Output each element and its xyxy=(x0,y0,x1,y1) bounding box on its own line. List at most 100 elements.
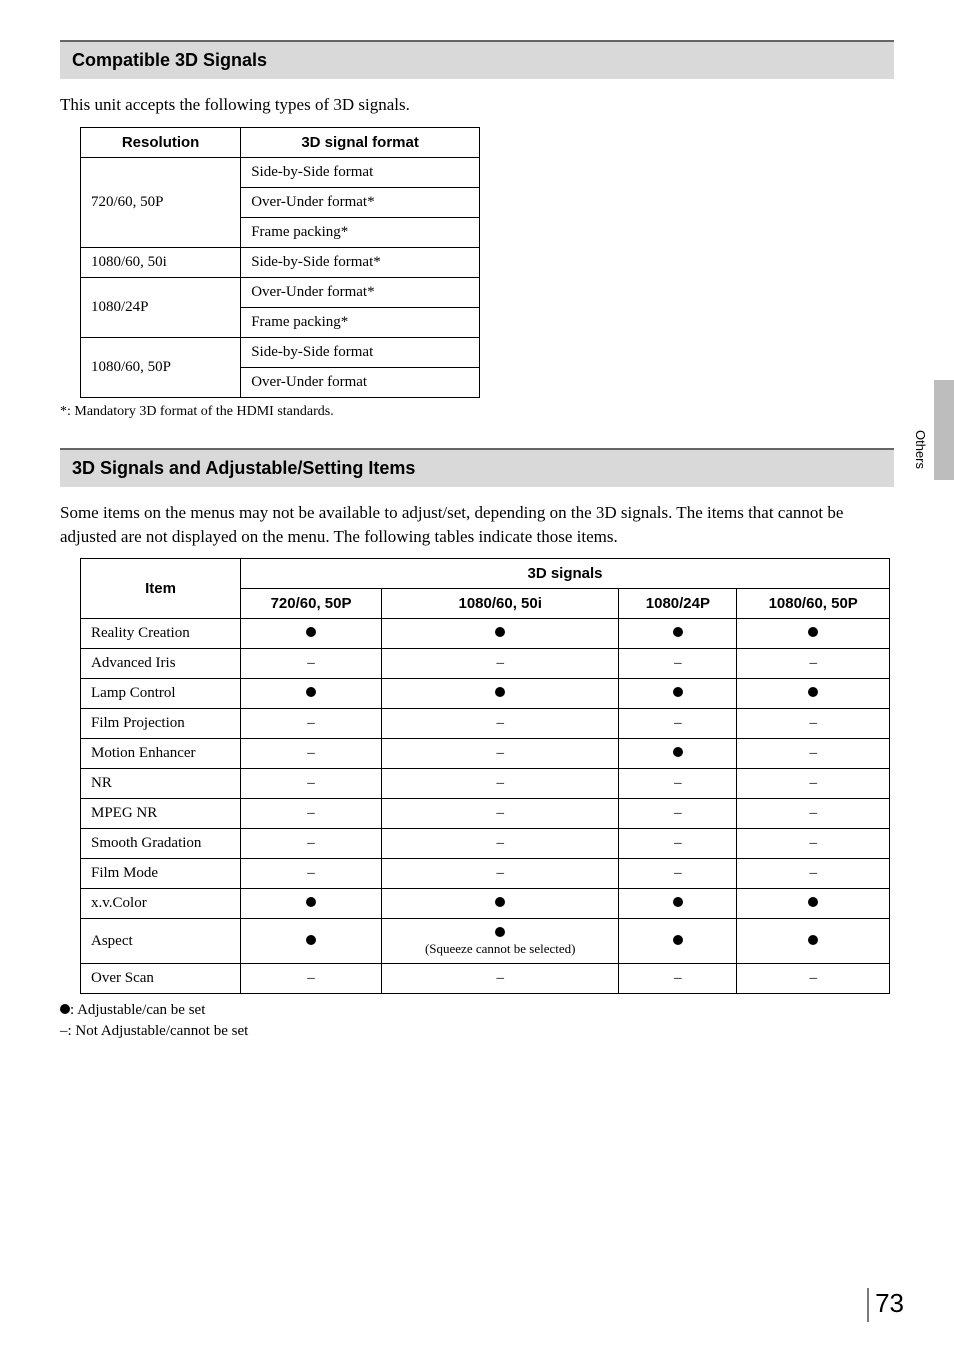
dot-icon xyxy=(306,935,316,945)
items-row-cell: – xyxy=(737,799,890,829)
signals-table: Resolution 3D signal format 720/60, 50PS… xyxy=(80,127,480,398)
items-th-group: 3D signals xyxy=(241,559,890,589)
items-row-cell: – xyxy=(737,649,890,679)
dot-icon xyxy=(808,627,818,637)
signals-format-cell: Side-by-Side format xyxy=(241,337,480,367)
items-row-cell xyxy=(241,619,382,649)
items-row-cell: – xyxy=(241,963,382,993)
items-row-cell xyxy=(619,619,737,649)
page-number-bar xyxy=(867,1288,869,1322)
items-subhead-cell: 720/60, 50P xyxy=(241,589,382,619)
items-row-cell: – xyxy=(241,829,382,859)
page-number-value: 73 xyxy=(875,1288,904,1318)
dot-icon xyxy=(808,687,818,697)
signals-th-format: 3D signal format xyxy=(241,127,480,157)
items-row-cell xyxy=(382,679,619,709)
items-row-cell xyxy=(737,919,890,963)
legend: : Adjustable/can be set –: Not Adjustabl… xyxy=(60,1000,894,1042)
items-row-cell: – xyxy=(619,963,737,993)
items-row-cell: – xyxy=(619,649,737,679)
items-row-name: Film Mode xyxy=(81,859,241,889)
signals-resolution-cell: 720/60, 50P xyxy=(81,157,241,247)
items-row-cell: – xyxy=(382,859,619,889)
dot-icon xyxy=(495,927,505,937)
items-row-name: Reality Creation xyxy=(81,619,241,649)
side-tab-label: Others xyxy=(913,430,928,469)
section1-title: Compatible 3D Signals xyxy=(60,40,894,79)
items-row-name: Lamp Control xyxy=(81,679,241,709)
signals-th-resolution: Resolution xyxy=(81,127,241,157)
section2-intro: Some items on the menus may not be avail… xyxy=(60,501,894,549)
dot-icon xyxy=(673,687,683,697)
items-th-item: Item xyxy=(81,559,241,619)
items-row-cell xyxy=(241,679,382,709)
items-subhead-cell: 1080/60, 50P xyxy=(737,589,890,619)
items-row-cell xyxy=(619,679,737,709)
section1-footnote: *: Mandatory 3D format of the HDMI stand… xyxy=(60,404,894,420)
legend-dash-text: –: Not Adjustable/cannot be set xyxy=(60,1023,248,1039)
items-row-cell: – xyxy=(382,649,619,679)
side-tab xyxy=(934,380,954,480)
items-row-cell xyxy=(737,679,890,709)
items-row-name: Film Projection xyxy=(81,709,241,739)
section1-intro: This unit accepts the following types of… xyxy=(60,93,894,117)
items-row-name: Over Scan xyxy=(81,963,241,993)
items-row-cell: – xyxy=(737,963,890,993)
items-row-name: x.v.Color xyxy=(81,889,241,919)
items-row-name: Motion Enhancer xyxy=(81,739,241,769)
signals-format-cell: Frame packing* xyxy=(241,217,480,247)
dot-icon xyxy=(673,897,683,907)
dot-icon xyxy=(673,627,683,637)
items-row-cell: – xyxy=(619,859,737,889)
items-row-cell: – xyxy=(241,649,382,679)
legend-dot-icon xyxy=(60,1004,70,1014)
items-row-cell: – xyxy=(737,859,890,889)
items-row-cell: – xyxy=(619,769,737,799)
items-row-cell: – xyxy=(382,739,619,769)
items-row-cell: – xyxy=(241,739,382,769)
items-row-cell: – xyxy=(382,709,619,739)
items-row-cell xyxy=(241,919,382,963)
items-row-name: Smooth Gradation xyxy=(81,829,241,859)
items-row-cell xyxy=(619,889,737,919)
page-number: 73 xyxy=(867,1288,904,1322)
items-row-cell xyxy=(241,889,382,919)
section2-title: 3D Signals and Adjustable/Setting Items xyxy=(60,448,894,487)
items-row-name: NR xyxy=(81,769,241,799)
dot-icon xyxy=(808,935,818,945)
items-row-cell: – xyxy=(241,859,382,889)
items-row-name: MPEG NR xyxy=(81,799,241,829)
signals-format-cell: Over-Under format* xyxy=(241,187,480,217)
signals-resolution-cell: 1080/24P xyxy=(81,277,241,337)
items-row-cell xyxy=(382,889,619,919)
items-row-cell: – xyxy=(382,829,619,859)
signals-resolution-cell: 1080/60, 50i xyxy=(81,247,241,277)
items-row-cell: – xyxy=(737,829,890,859)
items-subhead-cell: 1080/24P xyxy=(619,589,737,619)
items-table: Item 3D signals 720/60, 50P1080/60, 50i1… xyxy=(80,558,890,993)
signals-format-cell: Over-Under format xyxy=(241,367,480,397)
items-row-cell: – xyxy=(382,769,619,799)
dot-icon xyxy=(306,897,316,907)
dot-icon xyxy=(673,747,683,757)
items-row-cell xyxy=(382,619,619,649)
signals-format-cell: Frame packing* xyxy=(241,307,480,337)
items-subhead-cell: 1080/60, 50i xyxy=(382,589,619,619)
dot-icon xyxy=(495,897,505,907)
items-row-cell: – xyxy=(737,769,890,799)
dot-icon xyxy=(673,935,683,945)
items-row-cell xyxy=(737,619,890,649)
items-row-cell xyxy=(737,889,890,919)
legend-dot-text: : Adjustable/can be set xyxy=(70,1002,205,1018)
signals-format-cell: Side-by-Side format* xyxy=(241,247,480,277)
items-row-cell: – xyxy=(619,709,737,739)
signals-resolution-cell: 1080/60, 50P xyxy=(81,337,241,397)
items-row-cell: – xyxy=(737,739,890,769)
items-row-cell: (Squeeze cannot be selected) xyxy=(382,919,619,963)
dot-icon xyxy=(306,627,316,637)
dot-icon xyxy=(808,897,818,907)
items-row-name: Aspect xyxy=(81,919,241,963)
items-row-cell xyxy=(619,919,737,963)
items-row-cell: – xyxy=(737,709,890,739)
squeeze-note: (Squeeze cannot be selected) xyxy=(392,942,608,956)
